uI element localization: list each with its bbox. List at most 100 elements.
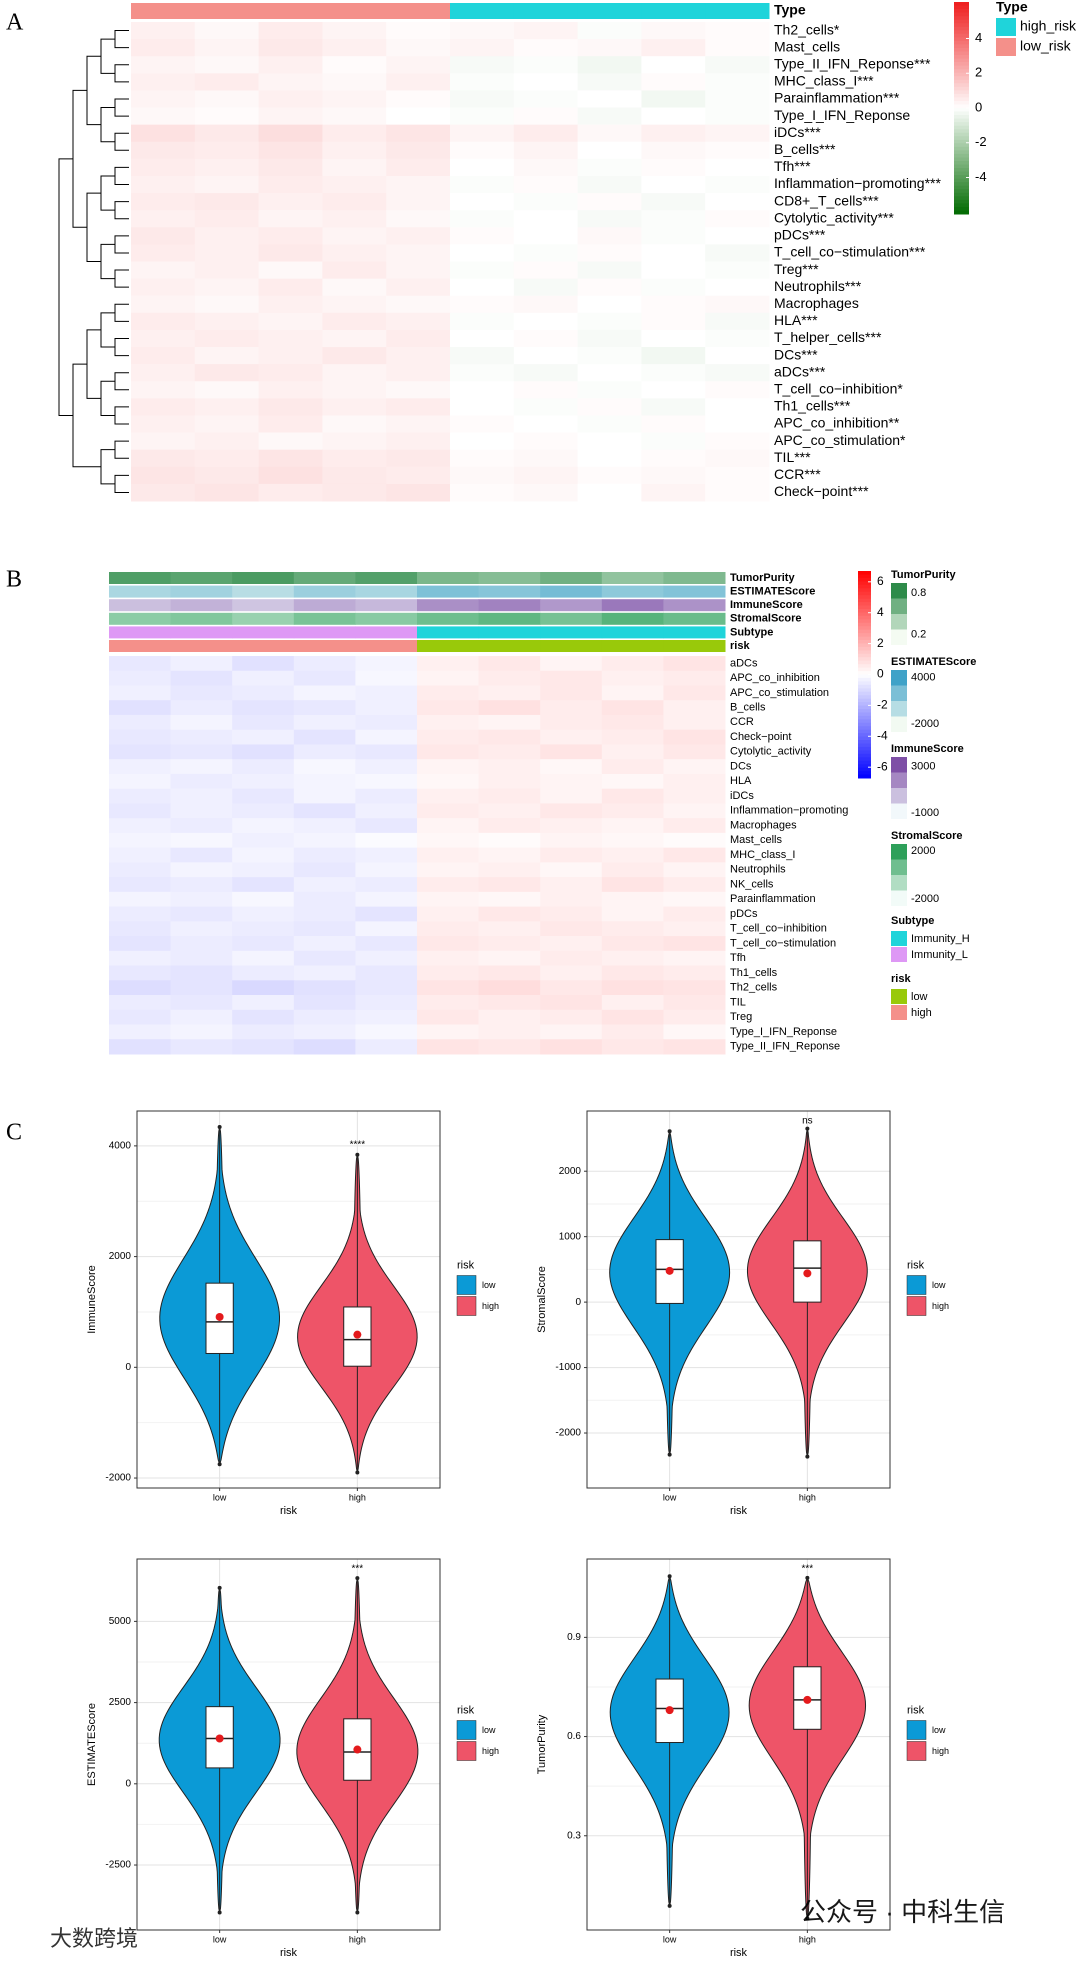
heatmap-cell — [540, 818, 603, 834]
colorbar-step — [954, 153, 969, 158]
colorbar-step — [858, 674, 871, 679]
heatmap-cell — [663, 906, 726, 922]
x-axis-title: risk — [280, 1505, 298, 1517]
heatmap-cell — [663, 862, 726, 878]
heatmap-cell — [577, 90, 642, 109]
dendrogram — [114, 64, 129, 83]
heatmap-cell — [194, 364, 260, 382]
colorbar-label: -6 — [877, 759, 888, 773]
colorbar-step — [954, 203, 969, 208]
colorbar-step — [858, 746, 871, 751]
row-label: iDCs — [730, 790, 754, 802]
y-tick-label: 1000 — [559, 1231, 582, 1242]
heatmap-cell — [355, 847, 418, 863]
heatmap-cell — [601, 965, 664, 981]
heatmap-cell — [194, 141, 260, 160]
colorbar-step — [858, 646, 871, 651]
legend-swatch — [906, 1720, 927, 1740]
heatmap-cell — [386, 193, 451, 211]
annotation-cell — [478, 572, 541, 584]
heatmap-cell — [417, 877, 480, 893]
colorbar-step — [954, 55, 969, 60]
y-tick-label: 2000 — [559, 1166, 582, 1177]
colorbar-step — [858, 684, 871, 689]
heatmap-cell — [601, 773, 664, 790]
heatmap-cell — [322, 295, 387, 314]
heatmap-cell — [540, 877, 603, 893]
heatmap-cell — [170, 921, 233, 937]
heatmap-cell — [170, 714, 233, 731]
heatmap-cell — [194, 329, 260, 348]
heatmap-cell — [194, 73, 260, 91]
heatmap-cell — [705, 56, 770, 74]
colorbar-step — [858, 681, 871, 686]
heatmap-cell — [258, 364, 323, 382]
heatmap-cell — [513, 73, 579, 91]
y-tick-label: -2500 — [105, 1860, 131, 1871]
colorbar-step — [858, 657, 871, 662]
heatmap-cell — [194, 483, 260, 502]
heatmap-cell — [232, 1039, 295, 1055]
heatmap-cell — [478, 980, 541, 996]
heatmap-cell — [450, 398, 515, 416]
colorbar-label: -2 — [877, 698, 888, 712]
row-label: Type_II_IFN_Reponse*** — [774, 55, 931, 71]
legend-swatch — [456, 1275, 477, 1295]
heatmap-cell — [322, 261, 387, 280]
annotation-title: Type — [774, 2, 806, 18]
heatmap-cell — [641, 347, 706, 365]
legend-label: high — [932, 1301, 949, 1311]
row-label: HLA*** — [774, 312, 818, 328]
heatmap-cell — [417, 759, 480, 775]
heatmap-cell — [131, 90, 196, 109]
heatmap-cell — [355, 788, 418, 804]
heatmap-cell — [540, 744, 603, 760]
heatmap-cell — [478, 965, 541, 981]
heatmap-cell — [109, 995, 172, 1011]
heatmap-cell — [293, 906, 356, 922]
heatmap-cell — [663, 950, 726, 967]
heatmap-cell — [109, 980, 172, 996]
heatmap-cell — [577, 278, 642, 297]
heatmap-cell — [641, 107, 706, 126]
row-label: CCR — [730, 716, 754, 728]
heatmap-cell — [601, 980, 664, 996]
heatmap-cell — [109, 803, 172, 819]
heatmap-cell — [663, 700, 726, 716]
heatmap-cell — [386, 278, 451, 297]
heatmap-cell — [641, 90, 706, 109]
heatmap-cell — [540, 773, 603, 790]
heatmap-cell — [355, 700, 418, 716]
heatmap-cell — [513, 193, 579, 211]
dendrogram — [114, 406, 129, 425]
heatmap-cell — [386, 364, 451, 382]
heatmap-cell — [577, 364, 642, 382]
legend-swatch — [456, 1296, 477, 1316]
heatmap-cell — [386, 347, 451, 365]
heatmap-cell — [355, 995, 418, 1011]
heatmap-cell — [258, 56, 323, 74]
colorbar-step — [954, 161, 969, 166]
row-label: Parainflammation — [730, 893, 816, 905]
heatmap-cell — [601, 759, 664, 775]
heatmap-cell — [705, 364, 770, 382]
colorbar-step — [954, 58, 969, 63]
colorbar-step — [858, 767, 871, 772]
dendrogram — [100, 243, 115, 280]
heatmap-cell — [355, 656, 418, 672]
annotation-cell — [293, 572, 356, 584]
heatmap-cell — [355, 803, 418, 819]
dendrogram — [100, 449, 115, 485]
heatmap-cell — [293, 995, 356, 1011]
heatmap-cell — [293, 670, 356, 686]
heatmap-cell — [258, 158, 323, 177]
x-axis-title: risk — [730, 1947, 748, 1959]
heatmap-cell — [641, 193, 706, 211]
heatmap-cell — [513, 22, 579, 40]
colorbar-label: 0 — [975, 99, 982, 114]
heatmap-cell — [601, 936, 664, 952]
row-label: Th1_cells*** — [774, 398, 851, 414]
heatmap-cell — [109, 729, 172, 745]
colorbar-step — [858, 671, 871, 675]
heatmap-cell — [131, 107, 196, 126]
